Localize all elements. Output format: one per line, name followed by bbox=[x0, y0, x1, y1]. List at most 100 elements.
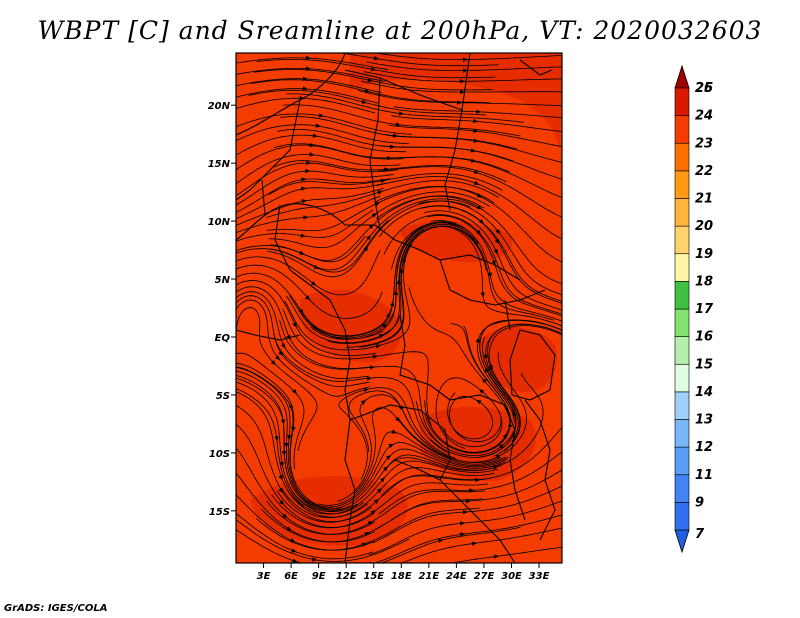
streamline bbox=[421, 205, 562, 304]
streamline-arrow bbox=[383, 466, 388, 472]
streamline-arrow bbox=[478, 219, 484, 224]
streamline-arrow bbox=[462, 57, 468, 62]
streamline-arrow bbox=[507, 422, 513, 428]
streamline-arrow bbox=[363, 387, 369, 393]
streamline-arrow bbox=[489, 364, 494, 371]
streamline-arrow bbox=[291, 548, 297, 553]
streamline-arrow bbox=[278, 487, 284, 493]
streamline bbox=[236, 144, 404, 171]
streamline bbox=[418, 200, 562, 296]
streamline bbox=[368, 500, 562, 556]
streamline-arrow bbox=[309, 142, 315, 148]
x-tick-label: 24E bbox=[446, 571, 467, 582]
streamline-arrow bbox=[383, 167, 389, 172]
streamline-arrow bbox=[399, 268, 404, 274]
longitude-axis: 3E 6E 9E 12E 15E 18E 21E 24E 27E 30E 33E bbox=[257, 563, 550, 582]
colorbar-swatch bbox=[674, 253, 690, 282]
x-tick-label: 33E bbox=[529, 571, 550, 582]
colorbar-label: 20 bbox=[695, 219, 713, 234]
colorbar-swatch bbox=[674, 446, 690, 476]
streamline-arrow bbox=[288, 405, 293, 411]
streamline-arrow bbox=[487, 272, 492, 278]
colorbar-min-triangle bbox=[674, 529, 690, 554]
streamline-arrow bbox=[438, 538, 444, 543]
colorbar-swatch bbox=[674, 87, 690, 116]
streamline-arrow bbox=[367, 521, 373, 526]
streamline-arrow bbox=[473, 118, 479, 124]
streamline bbox=[236, 280, 377, 357]
streamline-arrow bbox=[459, 79, 465, 84]
streamline-arrow bbox=[476, 400, 482, 405]
streamline bbox=[236, 519, 410, 562]
streamline-arrow bbox=[306, 160, 312, 166]
streamline bbox=[383, 145, 562, 180]
y-tick-label: 10S bbox=[209, 449, 230, 460]
streamline-arrow bbox=[465, 498, 472, 504]
streamline-arrow bbox=[393, 290, 399, 296]
streamline-arrow bbox=[280, 343, 286, 349]
streamline-arrow bbox=[386, 155, 392, 161]
streamline-arrow bbox=[456, 100, 462, 105]
map-panel bbox=[235, 52, 563, 564]
streamline-arrow bbox=[279, 461, 284, 467]
streamline bbox=[358, 226, 487, 348]
streamline-arrow bbox=[395, 122, 401, 127]
colorbar-label: 22 bbox=[695, 164, 713, 179]
y-tick-label: 5S bbox=[216, 391, 230, 402]
streamline-arrow bbox=[274, 436, 279, 442]
streamline bbox=[423, 210, 562, 311]
colorbar-label: 25 bbox=[695, 81, 713, 96]
streamline-arrow bbox=[473, 240, 478, 246]
streamline-arrow bbox=[385, 455, 391, 460]
streamline-arrow bbox=[381, 323, 387, 329]
streamline-arrow bbox=[366, 376, 372, 381]
streamline-arrow bbox=[313, 264, 320, 270]
x-tick-label: 9E bbox=[312, 571, 326, 582]
latitude-axis: 20N 15N 10N 5N EQ 5S 10S 15S bbox=[208, 101, 236, 518]
streamline-arrow bbox=[364, 532, 370, 537]
colorbar-swatch bbox=[674, 308, 690, 337]
x-tick-label: 3E bbox=[257, 571, 271, 582]
streamline-arrow bbox=[300, 233, 306, 238]
streamline-arrow bbox=[361, 542, 367, 547]
streamline-arrow bbox=[363, 246, 368, 252]
x-tick-label: 30E bbox=[501, 571, 522, 582]
streamline bbox=[430, 220, 562, 322]
colorbar-label: 12 bbox=[695, 440, 713, 455]
colorbar-swatch bbox=[674, 474, 690, 503]
x-tick-label: 21E bbox=[418, 571, 439, 582]
streamline-arrow bbox=[479, 389, 485, 394]
streamline-arrow bbox=[396, 279, 402, 285]
streamline-arrow bbox=[299, 250, 305, 255]
streamline-arrowheads bbox=[270, 55, 517, 563]
colorbar-label: 16 bbox=[695, 330, 713, 345]
streamline bbox=[488, 325, 562, 452]
colorbar-label: 17 bbox=[695, 302, 714, 317]
streamline-arrow bbox=[376, 488, 382, 494]
streamline-arrow bbox=[284, 442, 289, 448]
colorbar-swatch bbox=[674, 391, 690, 420]
streamline-arrow bbox=[290, 538, 296, 543]
streamline-arrow bbox=[370, 66, 376, 72]
streamline-arrow bbox=[476, 193, 483, 198]
streamline-arrow bbox=[512, 411, 517, 417]
x-tick-label: 18E bbox=[391, 571, 412, 582]
colorbar-swatch bbox=[674, 142, 690, 172]
x-tick-label: 12E bbox=[336, 571, 357, 582]
streamline bbox=[358, 90, 562, 107]
streamline-arrow bbox=[483, 352, 489, 358]
streamline bbox=[236, 494, 375, 551]
streamline-arrow bbox=[473, 180, 480, 185]
streamline-arrow bbox=[473, 128, 479, 134]
colorbar-label: 13 bbox=[695, 413, 713, 428]
streamline-arrow bbox=[301, 177, 307, 182]
streamline-arrow bbox=[392, 133, 398, 138]
colorbar-swatch bbox=[674, 170, 690, 199]
map-frame bbox=[235, 52, 563, 564]
colorbar-label: 26 bbox=[695, 81, 713, 96]
streamline-arrow bbox=[301, 186, 307, 192]
streamline-arrow bbox=[476, 204, 483, 210]
streamline-arrow bbox=[388, 443, 394, 448]
streamline bbox=[372, 485, 562, 544]
streamline-arrow bbox=[491, 259, 496, 266]
